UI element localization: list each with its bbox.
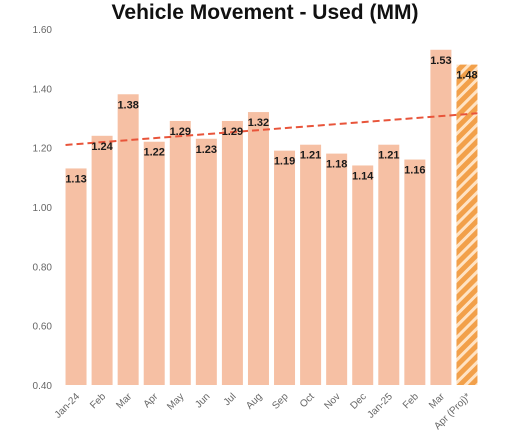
x-tick-label: Nov [322,391,342,411]
data-label: 1.24 [91,141,113,153]
bar [404,159,426,385]
data-label: 1.23 [196,144,217,156]
x-tick-label: Mar [427,391,447,411]
bar [169,120,191,385]
bar [378,144,400,385]
bar [352,165,374,385]
x-tick-label: May [165,391,186,412]
trend-line [65,112,478,146]
bar [195,138,217,385]
data-label: 1.29 [222,126,243,138]
x-tick-label: Feb [401,391,421,411]
x-tick-label: Feb [88,391,108,411]
x-tick-label: Jul [222,391,239,408]
bar [117,94,139,386]
data-label: 1.29 [170,126,191,138]
bar [65,168,87,385]
x-tick-label: Apr [142,391,161,410]
bar [274,150,296,385]
projected-bar [456,64,478,385]
y-tick-label: 0.80 [33,262,53,273]
bar [247,112,269,386]
data-label: 1.14 [352,170,374,182]
data-label: 1.22 [144,147,165,159]
data-label: 1.48 [456,70,477,82]
data-label: 1.21 [300,150,321,162]
bar [326,153,348,385]
data-label: 1.18 [326,159,347,171]
data-label: 1.21 [378,150,399,162]
bar [300,144,322,385]
data-label: 1.53 [430,55,451,67]
x-tick-label: Mar [114,391,134,411]
x-tick-label: Dec [348,391,368,411]
chart-title: Vehicle Movement - Used (MM) [111,1,419,24]
y-tick-label: 0.40 [33,381,53,392]
y-tick-label: 0.60 [33,322,53,333]
y-tick-label: 1.20 [33,144,53,155]
x-tick-label: Aug [244,391,264,411]
data-label: 1.38 [117,99,138,111]
x-tick-label: Oct [298,391,317,410]
bar [143,141,165,385]
data-label: 1.32 [248,117,269,129]
y-tick-label: 1.00 [33,203,53,214]
data-label: 1.16 [404,165,425,177]
x-tick-label: Jan-25 [366,391,396,421]
x-tick-label: Jun [193,391,212,410]
data-label: 1.13 [65,173,86,185]
y-tick-label: 1.40 [33,84,53,95]
bar [221,120,243,385]
x-tick-label: Jan-24 [53,391,83,421]
bar [430,49,452,386]
y-tick-label: 1.60 [33,25,53,36]
data-label: 1.19 [274,156,295,168]
bar [91,135,113,385]
x-tick-label: Sep [270,391,291,412]
